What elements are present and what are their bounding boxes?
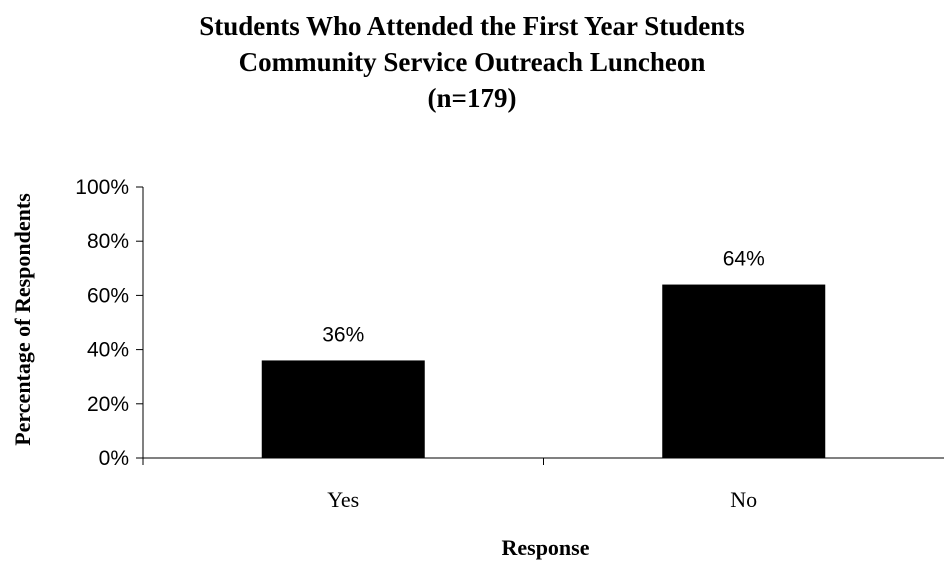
y-tick-label: 80% — [87, 230, 129, 253]
y-tick-label: 0% — [99, 447, 129, 470]
y-tick-label: 60% — [87, 284, 129, 307]
x-tick-label-yes: Yes — [327, 487, 359, 512]
plot-area: 0% 20% 40% 60% 80% 100% 36% Yes 64% No Response Per… — [10, 176, 944, 560]
data-label-yes: 36% — [322, 323, 364, 346]
x-axis-title: Response — [501, 535, 589, 560]
chart-title-line-3: (n=179) — [427, 83, 517, 113]
chart-title: Students Who Attended the First Year Stu… — [0, 8, 944, 116]
y-axis-title: Percentage of Respondents — [10, 193, 35, 446]
y-tick-label: 100% — [75, 176, 129, 199]
x-tick-label-no: No — [730, 487, 757, 512]
y-tick-label: 20% — [87, 393, 129, 416]
data-label-no: 64% — [723, 248, 765, 271]
y-tick-label: 40% — [87, 339, 129, 362]
chart-title-line-1: Students Who Attended the First Year Stu… — [199, 11, 745, 41]
bar-yes — [261, 360, 425, 458]
bar-no — [662, 284, 826, 458]
chart-title-line-2: Community Service Outreach Luncheon — [238, 47, 706, 77]
